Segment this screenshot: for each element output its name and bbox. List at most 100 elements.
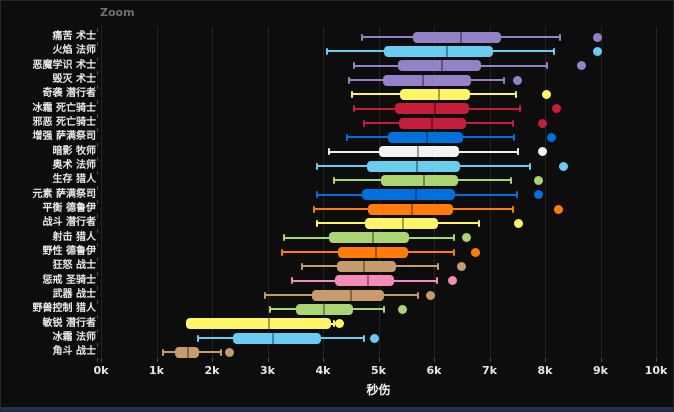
outlier-dot[interactable]: [592, 46, 602, 56]
upper-whisker: [394, 279, 437, 282]
zoom-button[interactable]: Zoom: [100, 6, 135, 19]
outlier-dot[interactable]: [334, 319, 344, 329]
lower-whisker-cap: [316, 219, 319, 227]
outlier-dot[interactable]: [470, 247, 480, 257]
lower-whisker: [326, 50, 385, 53]
gridline: [156, 26, 158, 358]
gridline: [267, 26, 269, 358]
box[interactable]: [412, 31, 502, 43]
lower-whisker: [334, 179, 382, 182]
outlier-dot[interactable]: [224, 347, 234, 357]
x-axis-tick: [212, 358, 213, 362]
outlier-dot[interactable]: [534, 175, 544, 185]
lower-whisker-cap: [197, 334, 200, 342]
lower-whisker-cap: [360, 33, 363, 41]
upper-whisker-cap: [416, 291, 419, 299]
y-axis-tick: [97, 257, 98, 262]
gridline: [489, 26, 491, 358]
outlier-dot[interactable]: [534, 190, 544, 200]
box[interactable]: [365, 217, 438, 229]
upper-whisker: [437, 222, 479, 225]
box[interactable]: [399, 117, 466, 129]
box[interactable]: [295, 303, 353, 315]
upper-whisker-cap: [383, 305, 386, 313]
median-line: [401, 217, 404, 229]
box[interactable]: [232, 332, 321, 344]
box[interactable]: [312, 289, 385, 301]
lower-whisker-cap: [283, 234, 286, 242]
lower-whisker: [291, 279, 336, 282]
median-line: [421, 74, 424, 86]
y-axis-tick: [97, 314, 98, 319]
upper-whisker: [407, 251, 454, 254]
box[interactable]: [185, 318, 331, 330]
median-line: [416, 146, 419, 158]
upper-whisker: [460, 165, 530, 168]
outlier-dot[interactable]: [593, 32, 603, 42]
box[interactable]: [397, 60, 482, 72]
box[interactable]: [335, 275, 395, 287]
outlier-dot[interactable]: [538, 118, 548, 128]
upper-whisker-cap: [545, 62, 548, 70]
upper-whisker: [320, 337, 365, 340]
x-axis-tick: [323, 358, 324, 362]
upper-whisker: [481, 64, 547, 67]
median-line: [363, 260, 366, 272]
category-label: 敏锐 潜行者: [42, 317, 96, 329]
outlier-dot[interactable]: [559, 161, 569, 171]
x-axis-title: 秒伤: [366, 383, 391, 397]
box[interactable]: [381, 174, 458, 186]
outlier-dot[interactable]: [398, 304, 408, 314]
upper-whisker: [458, 150, 518, 153]
outlier-dot[interactable]: [554, 204, 564, 214]
lower-whisker-cap: [290, 277, 293, 285]
upper-whisker-cap: [519, 105, 522, 113]
lower-whisker: [270, 308, 296, 311]
outlier-dot[interactable]: [576, 61, 586, 71]
outlier-dot[interactable]: [457, 261, 467, 271]
y-axis-tick: [97, 113, 98, 118]
box[interactable]: [395, 103, 469, 115]
outlier-dot[interactable]: [461, 233, 471, 243]
upper-whisker-cap: [333, 320, 336, 328]
x-tick-label: 9k: [593, 364, 608, 377]
lower-whisker-cap: [328, 148, 331, 156]
box[interactable]: [379, 146, 459, 158]
outlier-dot[interactable]: [541, 89, 551, 99]
median-line: [431, 117, 434, 129]
upper-whisker-cap: [529, 162, 531, 170]
outlier-dot[interactable]: [547, 132, 557, 142]
y-axis-tick: [97, 142, 98, 147]
lower-whisker-cap: [333, 176, 336, 184]
lower-whisker: [361, 36, 413, 38]
box[interactable]: [383, 74, 472, 86]
upper-whisker: [455, 193, 517, 196]
lower-whisker: [351, 93, 401, 96]
outlier-dot[interactable]: [369, 333, 379, 343]
outlier-dot[interactable]: [552, 104, 562, 114]
outlier-dot[interactable]: [538, 147, 548, 157]
box[interactable]: [361, 189, 456, 201]
box[interactable]: [366, 160, 461, 172]
upper-whisker: [465, 122, 513, 125]
category-label: 冰霜 法师: [52, 332, 96, 344]
box[interactable]: [337, 246, 408, 258]
y-axis-tick: [97, 285, 98, 290]
category-label: 平衡 德鲁伊: [42, 203, 96, 215]
box[interactable]: [400, 88, 471, 100]
box[interactable]: [367, 203, 453, 215]
box[interactable]: [336, 260, 396, 272]
upper-whisker-cap: [502, 76, 505, 84]
outlier-dot[interactable]: [448, 276, 458, 286]
box[interactable]: [328, 232, 410, 244]
outlier-dot[interactable]: [514, 218, 524, 228]
box[interactable]: [387, 131, 463, 143]
box[interactable]: [174, 346, 200, 358]
upper-whisker: [395, 265, 439, 268]
outlier-dot[interactable]: [513, 75, 523, 85]
median-line: [445, 45, 448, 57]
gridline: [600, 26, 602, 358]
box[interactable]: [384, 45, 493, 57]
outlier-dot[interactable]: [425, 290, 435, 300]
